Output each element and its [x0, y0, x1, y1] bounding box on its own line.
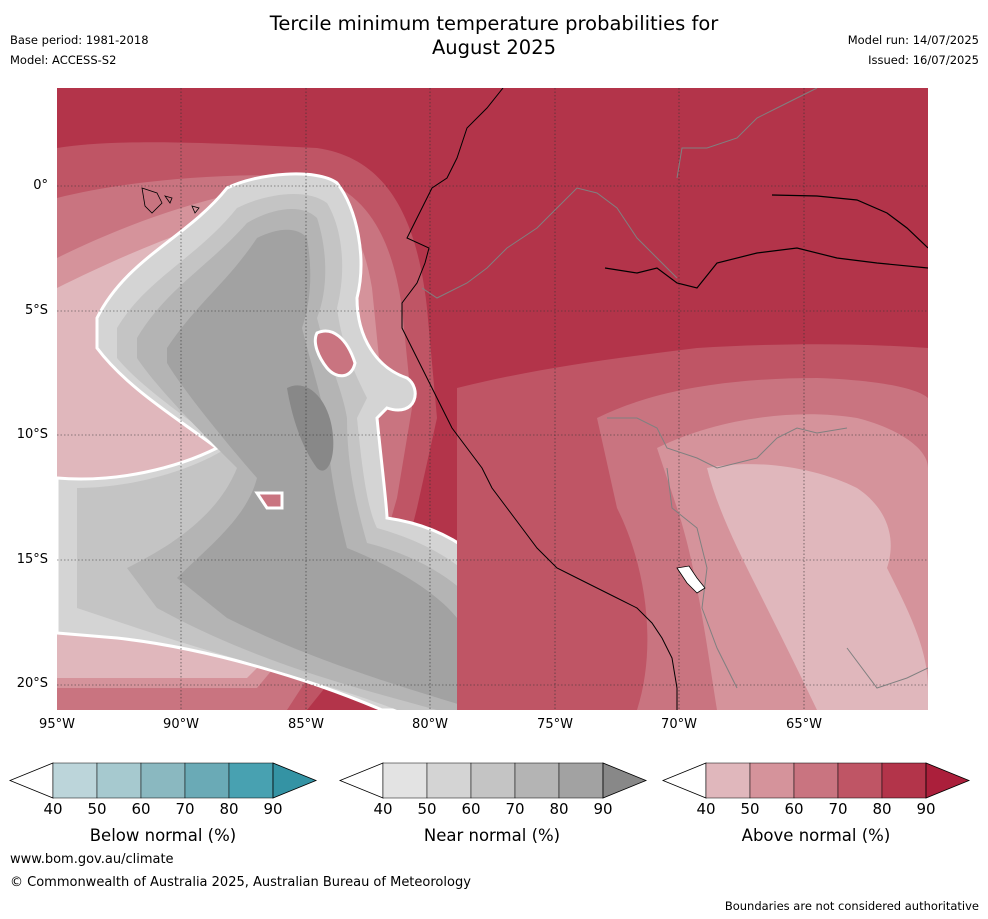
footer-note: Boundaries are not considered authoritat…	[724, 899, 979, 913]
colorbar-above-swatch	[793, 762, 839, 799]
colorbar-below-swatch	[52, 762, 98, 799]
above-island-a	[313, 329, 357, 378]
colorbar-near-tick-label: 70	[505, 800, 525, 818]
country-borders	[421, 88, 928, 689]
lon-label-70w: 70°W	[661, 717, 697, 732]
colorbar-above-tick-label: 40	[696, 800, 716, 818]
near-normal-band-90-a	[287, 385, 334, 471]
model-name: Model: ACCESS-S2	[10, 53, 117, 67]
probability-map	[57, 88, 928, 710]
colorbar-near-normal	[338, 762, 648, 799]
footer-copyright: © Commonwealth of Australia 2025, Austra…	[10, 875, 471, 890]
colorbar-above-tick-label: 70	[828, 800, 848, 818]
colorbar-near-swatch	[426, 762, 472, 799]
colorbar-near-tick-label: 60	[461, 800, 481, 818]
lat-label-5s: 5°S	[24, 303, 48, 318]
colorbar-above-tick-label: 80	[872, 800, 892, 818]
colorbar-below-low-extend	[8, 762, 54, 799]
northern-river	[771, 194, 928, 249]
lat-label-10s: 10°S	[16, 427, 48, 442]
colorbar-near-low-extend	[338, 762, 384, 799]
above-band-40-east	[707, 464, 928, 710]
colorbar-below-tick-label: 90	[263, 800, 283, 818]
lat-label-20s: 20°S	[16, 676, 48, 691]
lon-label-65w: 65°W	[786, 717, 822, 732]
map-title: Tercile minimum temperature probabilitie…	[0, 12, 988, 60]
colorbar-above-tick-label: 50	[740, 800, 760, 818]
colorbar-above-swatch	[837, 762, 883, 799]
lat-label-0: 0°	[33, 178, 48, 193]
footer-url: www.bom.gov.au/climate	[10, 852, 174, 867]
colorbar-below-high-extend	[272, 762, 318, 799]
colorbar-above-tick-label: 90	[916, 800, 936, 818]
amazon-river	[604, 247, 928, 289]
meta-right: Model run: 14/07/2025 Issued: 16/07/2025	[848, 30, 979, 70]
colorbar-above-swatch	[705, 762, 751, 799]
colorbar-below-swatch	[228, 762, 274, 799]
colorbar-near-tick-label: 90	[593, 800, 613, 818]
colorbar-below-tick-label: 80	[219, 800, 239, 818]
colorbar-above-tick-label: 60	[784, 800, 804, 818]
base-period: Base period: 1981-2018	[10, 33, 149, 47]
colorbar-near-tick-label: 40	[373, 800, 393, 818]
lat-label-15s: 15°S	[16, 552, 48, 567]
colorbar-near-swatch	[558, 762, 604, 799]
colorbar-below-normal	[8, 762, 318, 799]
colorbar-above-swatch	[881, 762, 927, 799]
colorbar-below-swatch	[184, 762, 230, 799]
colorbar-below-swatch	[140, 762, 186, 799]
map-title-line1: Tercile minimum temperature probabilitie…	[269, 12, 719, 35]
colorbar-below-swatch	[96, 762, 142, 799]
issued-date: Issued: 16/07/2025	[868, 53, 979, 67]
colorbar-near-swatch	[470, 762, 516, 799]
colorbar-above-normal	[661, 762, 971, 799]
colorbar-below-tick-label: 70	[175, 800, 195, 818]
near-normal-band-80	[167, 229, 567, 710]
lon-label-85w: 85°W	[288, 717, 324, 732]
colorbar-above-low-extend	[661, 762, 707, 799]
colorbar-near-tick-label: 50	[417, 800, 437, 818]
meta-left: Base period: 1981-2018 Model: ACCESS-S2	[10, 30, 149, 70]
above-island-b	[254, 491, 284, 510]
lon-label-95w: 95°W	[39, 717, 75, 732]
lon-label-75w: 75°W	[537, 717, 573, 732]
map-canvas	[57, 88, 928, 710]
colorbar-near-title: Near normal (%)	[423, 826, 561, 845]
colorbar-below-tick-label: 60	[131, 800, 151, 818]
colorbar-below-tick-label: 40	[43, 800, 63, 818]
colorbar-above-swatch	[749, 762, 795, 799]
map-title-line2: August 2025	[431, 36, 557, 59]
lon-label-90w: 90°W	[163, 717, 199, 732]
galapagos-islands	[141, 187, 200, 214]
colorbar-near-tick-label: 80	[549, 800, 569, 818]
colorbar-above-high-extend	[925, 762, 971, 799]
coastline	[401, 88, 678, 710]
model-run: Model run: 14/07/2025	[847, 33, 979, 47]
lon-label-80w: 80°W	[412, 717, 448, 732]
colorbar-near-swatch	[514, 762, 560, 799]
colorbars	[8, 762, 971, 799]
lake-titicaca	[676, 565, 706, 594]
colorbar-below-title: Below normal (%)	[89, 826, 237, 845]
colorbar-near-swatch	[382, 762, 428, 799]
colorbar-below-tick-label: 50	[87, 800, 107, 818]
colorbar-above-title: Above normal (%)	[741, 826, 891, 845]
colorbar-near-high-extend	[602, 762, 648, 799]
